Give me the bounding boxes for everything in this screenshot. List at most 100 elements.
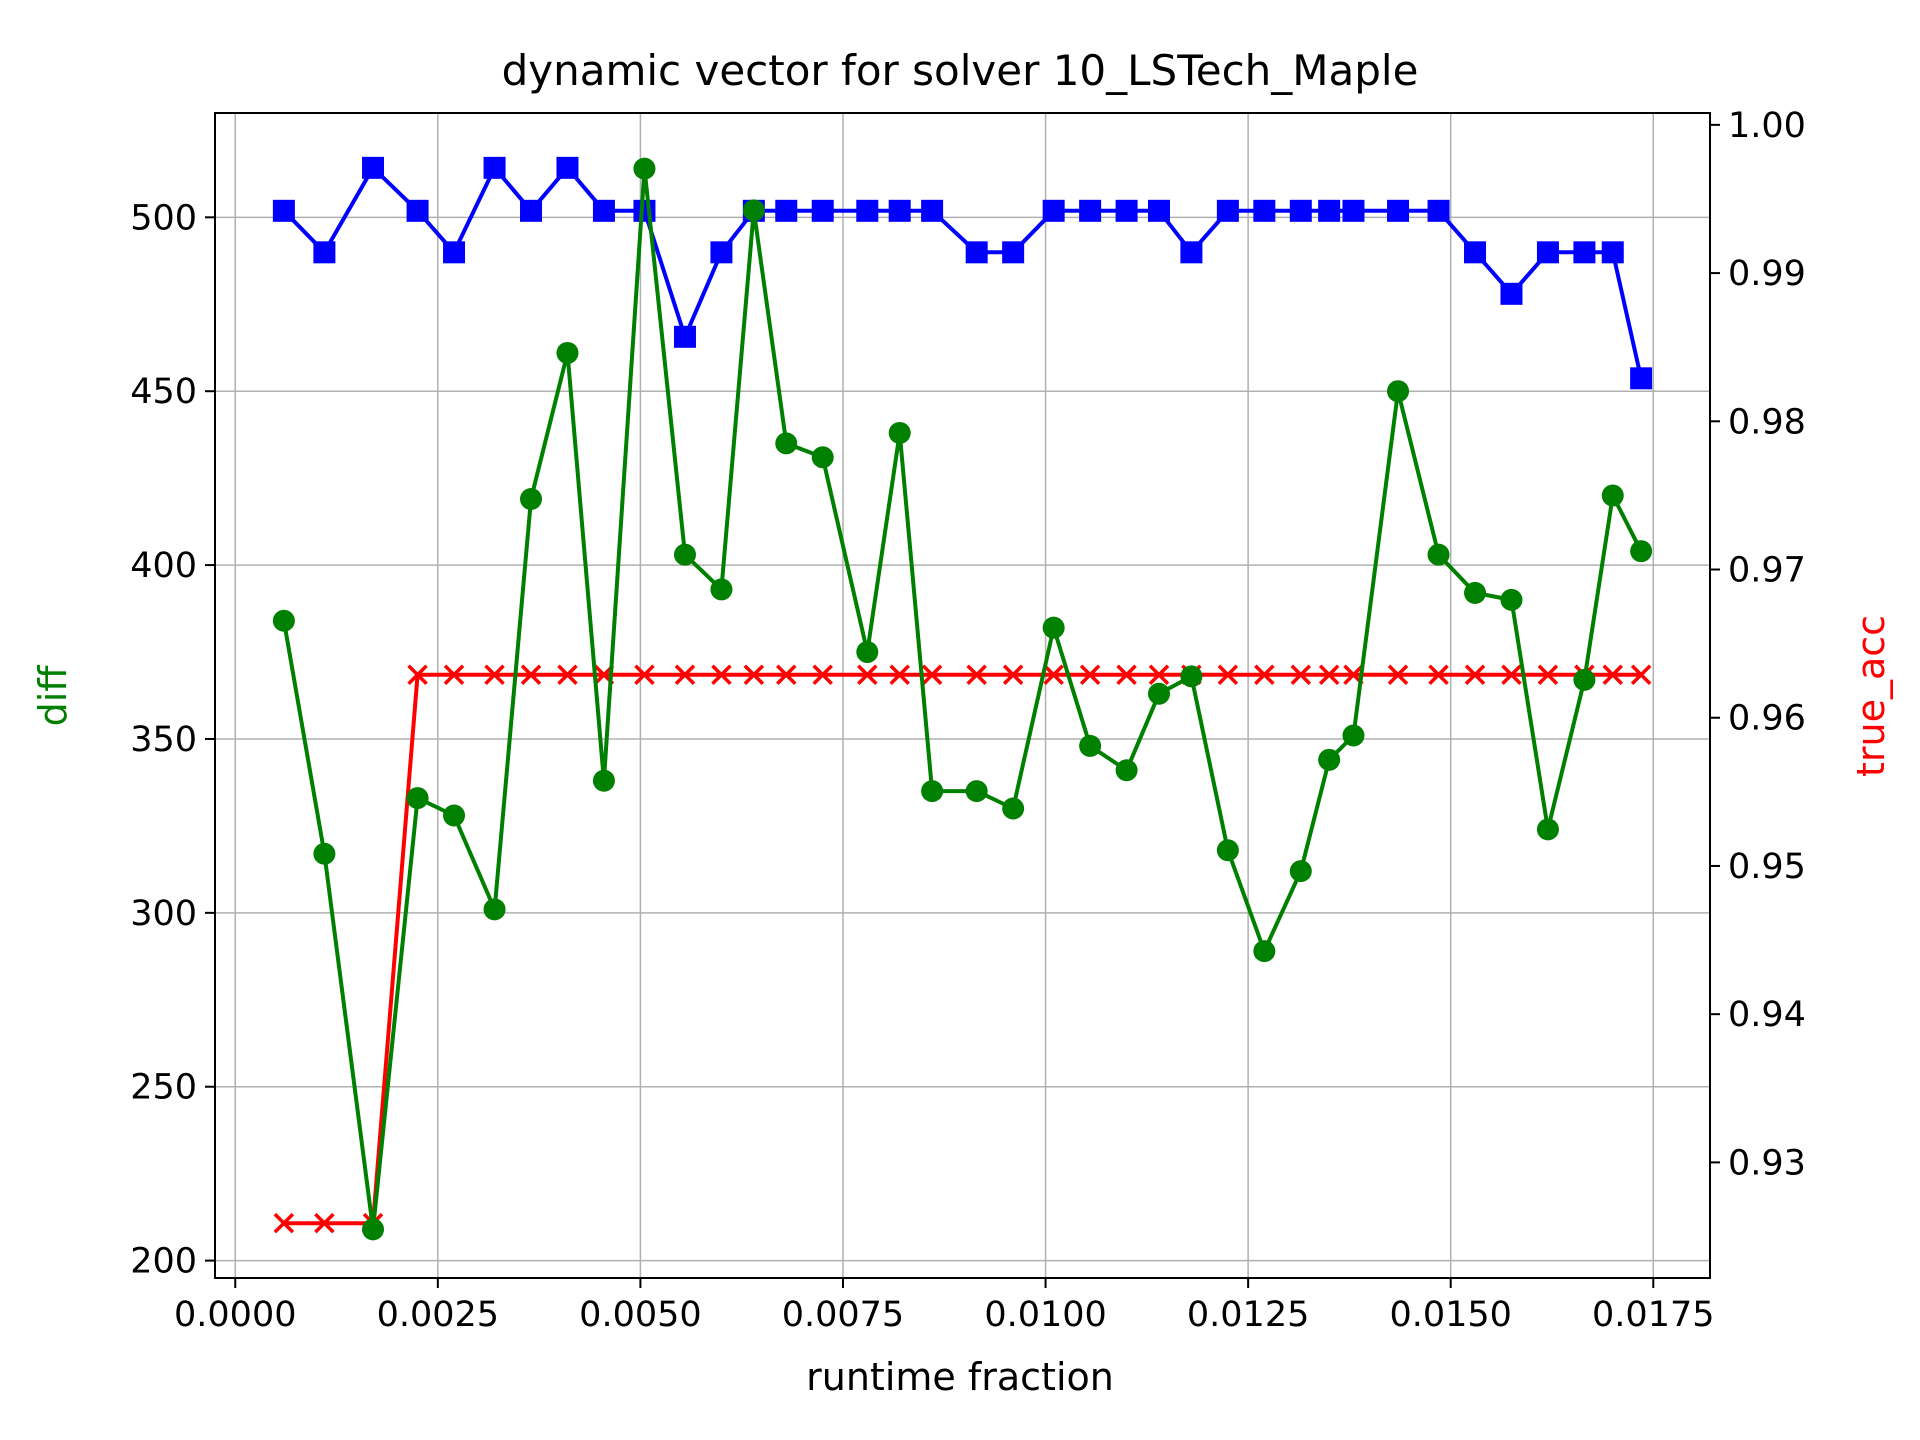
data-point-square [1427, 199, 1450, 222]
data-point-square [1147, 199, 1170, 222]
grid [215, 113, 1710, 1278]
data-point-circle [811, 446, 834, 469]
data-point-circle [1536, 818, 1559, 841]
data-point-x [743, 664, 765, 685]
plot-frame [214, 112, 1711, 1279]
left-y-axis: 200 250 300 350 400 450 500 [130, 198, 215, 1282]
x-tick-label: 0.0025 [377, 1295, 499, 1335]
left-y-tick-label: 350 [130, 720, 197, 760]
series-line-circle [281, 166, 1643, 1232]
right-y-tick-label: 0.95 [1728, 847, 1806, 887]
data-point-circle [1042, 616, 1065, 639]
data-point-circle [1464, 581, 1487, 604]
data-point-x [711, 664, 732, 685]
data-point-x [407, 664, 428, 685]
data-point-x [1254, 664, 1275, 685]
data-point-x [1387, 664, 1409, 685]
series-x-group [273, 664, 1652, 1234]
data-point-square [1042, 199, 1065, 222]
x-tick-label: 0.0000 [174, 1295, 296, 1335]
series-circle-group [272, 157, 1653, 1241]
data-point-x [857, 664, 878, 685]
x-axis-label: runtime fraction [806, 1355, 1114, 1399]
data-point-square [811, 199, 834, 222]
data-point-square [1216, 199, 1239, 222]
data-point-square [362, 156, 385, 179]
data-point-square [1002, 241, 1025, 264]
data-point-square [633, 199, 656, 222]
data-point-square [1500, 282, 1523, 305]
data-point-circle [1630, 540, 1653, 563]
data-point-circle [483, 898, 506, 921]
data-point-x [1428, 664, 1449, 685]
data-point-circle [1115, 759, 1138, 782]
data-point-x [674, 664, 696, 685]
data-point-square [710, 241, 733, 264]
data-point-square [483, 156, 506, 179]
right-y-tick-label: 0.96 [1728, 699, 1806, 739]
data-point-circle [742, 199, 765, 222]
data-point-x [484, 664, 505, 685]
left-y-tick-label: 200 [130, 1242, 197, 1282]
data-point-x [1537, 664, 1559, 685]
right-y-tick-label: 1.00 [1728, 106, 1806, 146]
data-point-square [1601, 241, 1624, 264]
data-point-circle [443, 804, 466, 827]
left-y-axis-label: diff [31, 665, 75, 727]
data-point-square [1289, 199, 1312, 222]
data-point-square [1115, 199, 1138, 222]
data-point-circle [856, 641, 879, 664]
data-point-square [673, 325, 696, 348]
data-point-circle [775, 432, 798, 455]
data-point-circle [1079, 734, 1102, 757]
series-line-x [283, 672, 1642, 1226]
data-point-x [1079, 664, 1101, 685]
data-point-circle [965, 780, 988, 803]
data-point-x [1217, 664, 1239, 685]
data-point-x [1501, 664, 1522, 685]
right-y-tick-label: 0.97 [1728, 551, 1806, 591]
data-point-x [1002, 664, 1024, 685]
data-point-x [776, 664, 797, 685]
right-y-tick-label: 0.94 [1728, 995, 1806, 1035]
data-point-circle [710, 578, 733, 601]
data-point-x [1318, 664, 1340, 685]
data-point-square [1630, 367, 1653, 390]
data-point-x [634, 664, 655, 685]
data-point-x [1464, 664, 1486, 685]
data-point-circle [1147, 682, 1170, 705]
data-point-circle [556, 341, 579, 364]
data-point-square [921, 199, 944, 222]
data-point-x [921, 664, 943, 685]
data-point-square [406, 199, 429, 222]
data-point-circle [888, 421, 911, 444]
data-point-square [1342, 199, 1365, 222]
data-point-square [272, 199, 295, 222]
data-point-square [556, 156, 579, 179]
data-point-circle [1216, 839, 1239, 862]
left-y-tick-label: 450 [130, 372, 197, 412]
data-point-circle [520, 488, 543, 511]
data-point-circle [921, 780, 944, 803]
left-y-tick-label: 400 [130, 546, 197, 586]
data-point-square [965, 241, 988, 264]
data-point-square [856, 199, 879, 222]
data-point-square [1318, 199, 1341, 222]
x-tick-label: 0.0075 [782, 1295, 904, 1335]
data-point-square [520, 199, 543, 222]
data-point-square [1079, 199, 1102, 222]
data-point-square [592, 199, 615, 222]
data-point-circle [1387, 380, 1410, 403]
data-point-circle [592, 769, 615, 792]
data-point-x [520, 664, 542, 685]
data-point-circle [673, 543, 696, 566]
data-point-x [966, 664, 987, 685]
data-point-x [1043, 664, 1064, 685]
data-point-circle [272, 609, 295, 632]
data-point-square [313, 241, 336, 264]
data-point-circle [633, 157, 656, 180]
data-point-circle [1427, 543, 1450, 566]
data-point-circle [1289, 860, 1312, 883]
data-point-circle [1180, 665, 1203, 688]
data-point-x [314, 1212, 335, 1234]
